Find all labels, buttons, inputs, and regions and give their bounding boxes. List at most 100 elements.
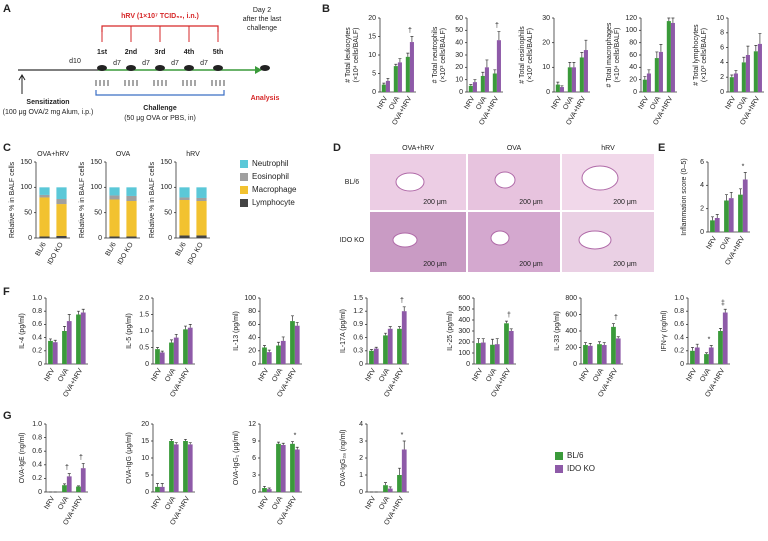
bar — [52, 342, 58, 364]
x-tick-label: OVA — [271, 495, 284, 511]
scale-bar: 200 μm — [613, 199, 637, 206]
legend-label: Lymphocyte — [252, 198, 295, 207]
bar — [62, 331, 67, 364]
error-bar — [397, 326, 401, 329]
error-bar — [560, 85, 564, 88]
error-bar — [281, 336, 285, 341]
bar — [615, 338, 621, 364]
x-tick-label: hRV — [579, 367, 592, 382]
significance: * — [294, 432, 297, 439]
bar-segment — [109, 187, 120, 196]
y-tick-label: 2 — [700, 206, 704, 213]
y-tick-label: 20 — [141, 421, 149, 428]
bar-segment — [179, 235, 190, 238]
y-tick-label: 10 — [368, 52, 376, 59]
legend-label: BL/6 — [567, 451, 584, 460]
error-bar — [267, 349, 271, 353]
significance: ‡ — [721, 300, 725, 307]
bar — [480, 75, 485, 92]
error-bar — [481, 338, 485, 343]
y-tick-label: 1 — [359, 472, 363, 479]
significance: † — [400, 298, 404, 305]
y-tick-label: 60 — [248, 321, 256, 328]
y-tick-label: 150 — [90, 159, 102, 166]
histology: OVA+hRV OVA hRV BL/6 IDO KO 200 μm 200 μ… — [340, 145, 654, 272]
bar — [173, 444, 179, 492]
y-tick-label: 30 — [542, 15, 550, 22]
y-tick-label: 0.2 — [674, 348, 684, 355]
error-bar — [655, 51, 659, 59]
bar-segment — [126, 236, 137, 238]
error-bar — [509, 328, 513, 331]
error-bar — [410, 36, 414, 43]
significance: * — [401, 432, 404, 439]
y-tick-label: 2 — [720, 74, 724, 81]
row-label: IDO KO — [340, 237, 365, 244]
bar — [741, 62, 746, 92]
error-bar — [262, 345, 266, 348]
y-tick-label: 1.0 — [32, 421, 42, 428]
y-tick-label: 0.6 — [32, 448, 42, 455]
y-tick-label: 50 — [455, 27, 463, 34]
y-tick-label: 50 — [94, 210, 102, 217]
x-tick-label: IDO KO — [117, 241, 136, 266]
y-tick-label: 80 — [248, 308, 256, 315]
y-tick-label: 6 — [252, 455, 256, 462]
hrv-arrows — [101, 26, 219, 42]
error-bar — [183, 438, 187, 441]
error-bar — [572, 62, 576, 68]
day2-label: Day 2 — [253, 7, 271, 14]
error-bar — [406, 52, 410, 57]
interval-label: d7 — [200, 60, 208, 67]
y-tick-label: 0 — [252, 361, 256, 368]
y-tick-label: 0.4 — [674, 334, 684, 341]
timeline-arrow — [255, 66, 262, 74]
error-bar — [643, 76, 647, 80]
error-bar — [616, 336, 620, 339]
error-bar — [160, 483, 164, 487]
bar — [496, 40, 501, 92]
error-bar — [169, 339, 173, 343]
y-tick-label: 80 — [629, 40, 637, 47]
error-bar — [659, 44, 663, 52]
y-tick-label: 0 — [466, 361, 470, 368]
bar — [714, 218, 720, 232]
bar-segment — [109, 195, 120, 200]
significance: † — [65, 464, 69, 471]
error-bar — [169, 438, 173, 441]
error-bar — [262, 485, 266, 489]
bar — [155, 349, 160, 364]
y-tick-label: 10 — [141, 455, 149, 462]
legend-swatch — [240, 186, 248, 194]
bar-segment — [126, 187, 137, 196]
error-bar — [402, 440, 406, 450]
legend-label: Eosinophil — [252, 172, 289, 181]
bar — [159, 486, 165, 492]
bar — [492, 73, 497, 92]
y-tick-label: 1.5 — [353, 295, 363, 302]
error-bar — [374, 346, 378, 349]
error-bar — [580, 52, 584, 58]
column-label: OVA — [507, 145, 522, 152]
day2-label: after the last — [243, 16, 282, 23]
x-tick-label: IDO KO — [187, 241, 206, 266]
y-axis-label: (×10⁴ cells/BALF) — [614, 28, 621, 83]
bar — [555, 84, 560, 92]
y-axis-label: IL-4 (pg/ml) — [19, 313, 26, 349]
error-bar — [556, 81, 560, 85]
error-bar — [758, 33, 762, 44]
x-tick-label: hRV — [44, 367, 57, 382]
error-bar — [295, 322, 299, 326]
y-tick-label: 0.2 — [32, 475, 42, 482]
y-axis-label: # Total leukocytes — [345, 27, 352, 83]
error-bar — [754, 45, 758, 52]
dose-label: 5th — [213, 49, 224, 56]
significance: * — [742, 163, 745, 170]
bar — [280, 444, 286, 492]
error-bar — [734, 70, 738, 74]
y-axis-label: # Total neutrophils — [432, 26, 439, 83]
bar — [266, 352, 272, 364]
y-tick-label: 100 — [244, 295, 256, 302]
bar — [187, 327, 193, 364]
y-tick-label: 100 — [20, 184, 32, 191]
